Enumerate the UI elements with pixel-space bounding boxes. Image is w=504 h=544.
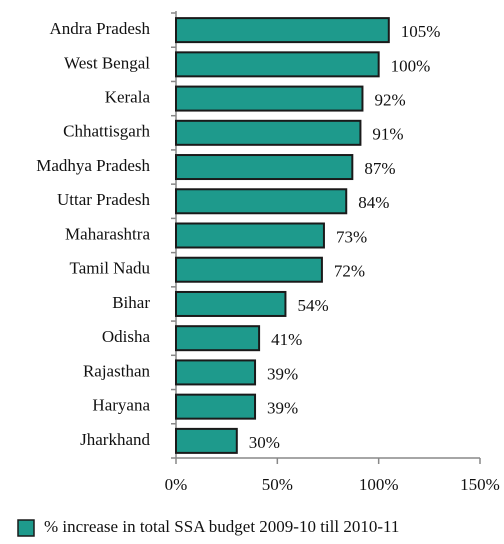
bar — [175, 51, 380, 78]
data-label: 87% — [364, 159, 395, 178]
bar — [175, 325, 261, 352]
x-tick-label: 50% — [262, 475, 293, 494]
y-tick-label: Madhya Pradesh — [36, 156, 150, 175]
bar — [175, 188, 348, 215]
x-tick-label: 100% — [359, 475, 399, 494]
bar — [175, 256, 323, 283]
y-tick-label: Rajasthan — [83, 361, 151, 380]
y-tick-label: Kerala — [105, 87, 151, 106]
data-label: 39% — [267, 364, 298, 383]
bar — [175, 427, 238, 454]
legend-swatch — [17, 519, 35, 537]
data-label: 91% — [372, 125, 403, 144]
data-label: 41% — [271, 330, 302, 349]
y-tick-label: West Bengal — [64, 53, 150, 72]
y-tick-label: Jharkhand — [80, 430, 150, 449]
bar — [175, 119, 362, 146]
bar — [175, 359, 257, 386]
y-tick-label: Andra Pradesh — [49, 19, 150, 38]
data-label: 92% — [374, 90, 405, 109]
data-label: 54% — [297, 296, 328, 315]
y-tick-label: Bihar — [112, 293, 150, 312]
y-tick-label: Maharashtra — [65, 224, 150, 243]
bar — [175, 85, 364, 112]
data-label: 84% — [358, 193, 389, 212]
bar — [175, 17, 390, 44]
legend-label: % increase in total SSA budget 2009-10 t… — [44, 517, 399, 536]
data-label: 105% — [401, 22, 441, 41]
y-tick-label: Tamil Nadu — [70, 259, 151, 278]
y-tick-label: Haryana — [92, 396, 150, 415]
bar — [175, 290, 287, 317]
y-tick-label: Odisha — [102, 327, 151, 346]
bar — [175, 154, 354, 181]
x-tick-label: 0% — [165, 475, 188, 494]
bar — [175, 393, 257, 420]
data-label: 72% — [334, 262, 365, 281]
data-label: 73% — [336, 227, 367, 246]
data-label: 30% — [249, 433, 280, 452]
data-label: 39% — [267, 399, 298, 418]
y-tick-label: Chhattisgarh — [63, 122, 150, 141]
data-label: 100% — [391, 56, 431, 75]
x-tick-label: 150% — [460, 475, 500, 494]
y-tick-label: Uttar Pradesh — [57, 190, 151, 209]
bar — [175, 222, 325, 249]
